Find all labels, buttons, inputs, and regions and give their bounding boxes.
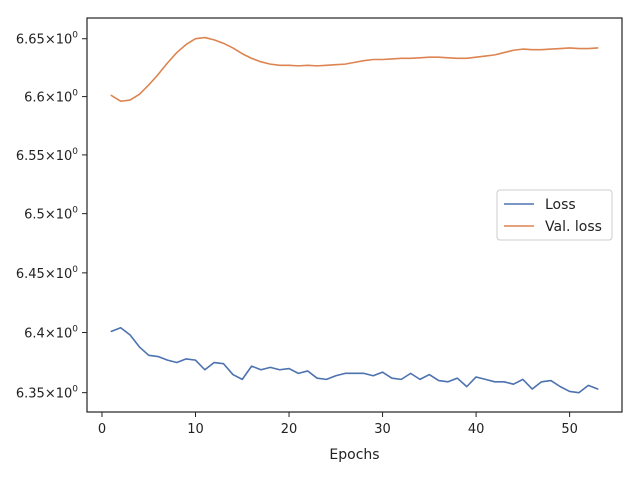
plot-lines bbox=[110, 36, 599, 394]
x-tick-label: 30 bbox=[374, 422, 391, 437]
x-tick-label: 20 bbox=[281, 422, 298, 437]
x-tick-label: 0 bbox=[98, 422, 106, 437]
y-tick-label: 6.65×100 bbox=[16, 31, 78, 48]
legend-label: Val. loss bbox=[545, 219, 602, 235]
legend-box bbox=[496, 189, 613, 241]
y-tick-label: 6.6×100 bbox=[24, 89, 78, 106]
x-tick-label: 50 bbox=[561, 422, 578, 437]
plot-frame bbox=[86, 17, 623, 413]
y-axis: 6.35×100 6.4×100 6.45×100 6.5×100 6.55×100 6.… bbox=[16, 31, 87, 402]
y-tick-label: 6.5×100 bbox=[24, 206, 78, 223]
y-tick-label: 6.35×100 bbox=[16, 385, 78, 402]
series-line-loss bbox=[110, 326, 599, 394]
y-tick-label: 6.55×100 bbox=[16, 147, 78, 164]
y-tick-label: 6.45×100 bbox=[16, 265, 78, 282]
legend: Loss Val. loss bbox=[496, 189, 613, 241]
x-tick-label: 40 bbox=[468, 422, 485, 437]
y-tick-label: 6.4×100 bbox=[24, 325, 78, 342]
series-line-val-loss bbox=[110, 36, 599, 103]
x-axis-label: Epochs bbox=[329, 447, 379, 463]
x-tick-label: 10 bbox=[187, 422, 204, 437]
x-axis: 0 10 20 30 40 50 bbox=[98, 412, 578, 437]
legend-label: Loss bbox=[545, 197, 576, 213]
